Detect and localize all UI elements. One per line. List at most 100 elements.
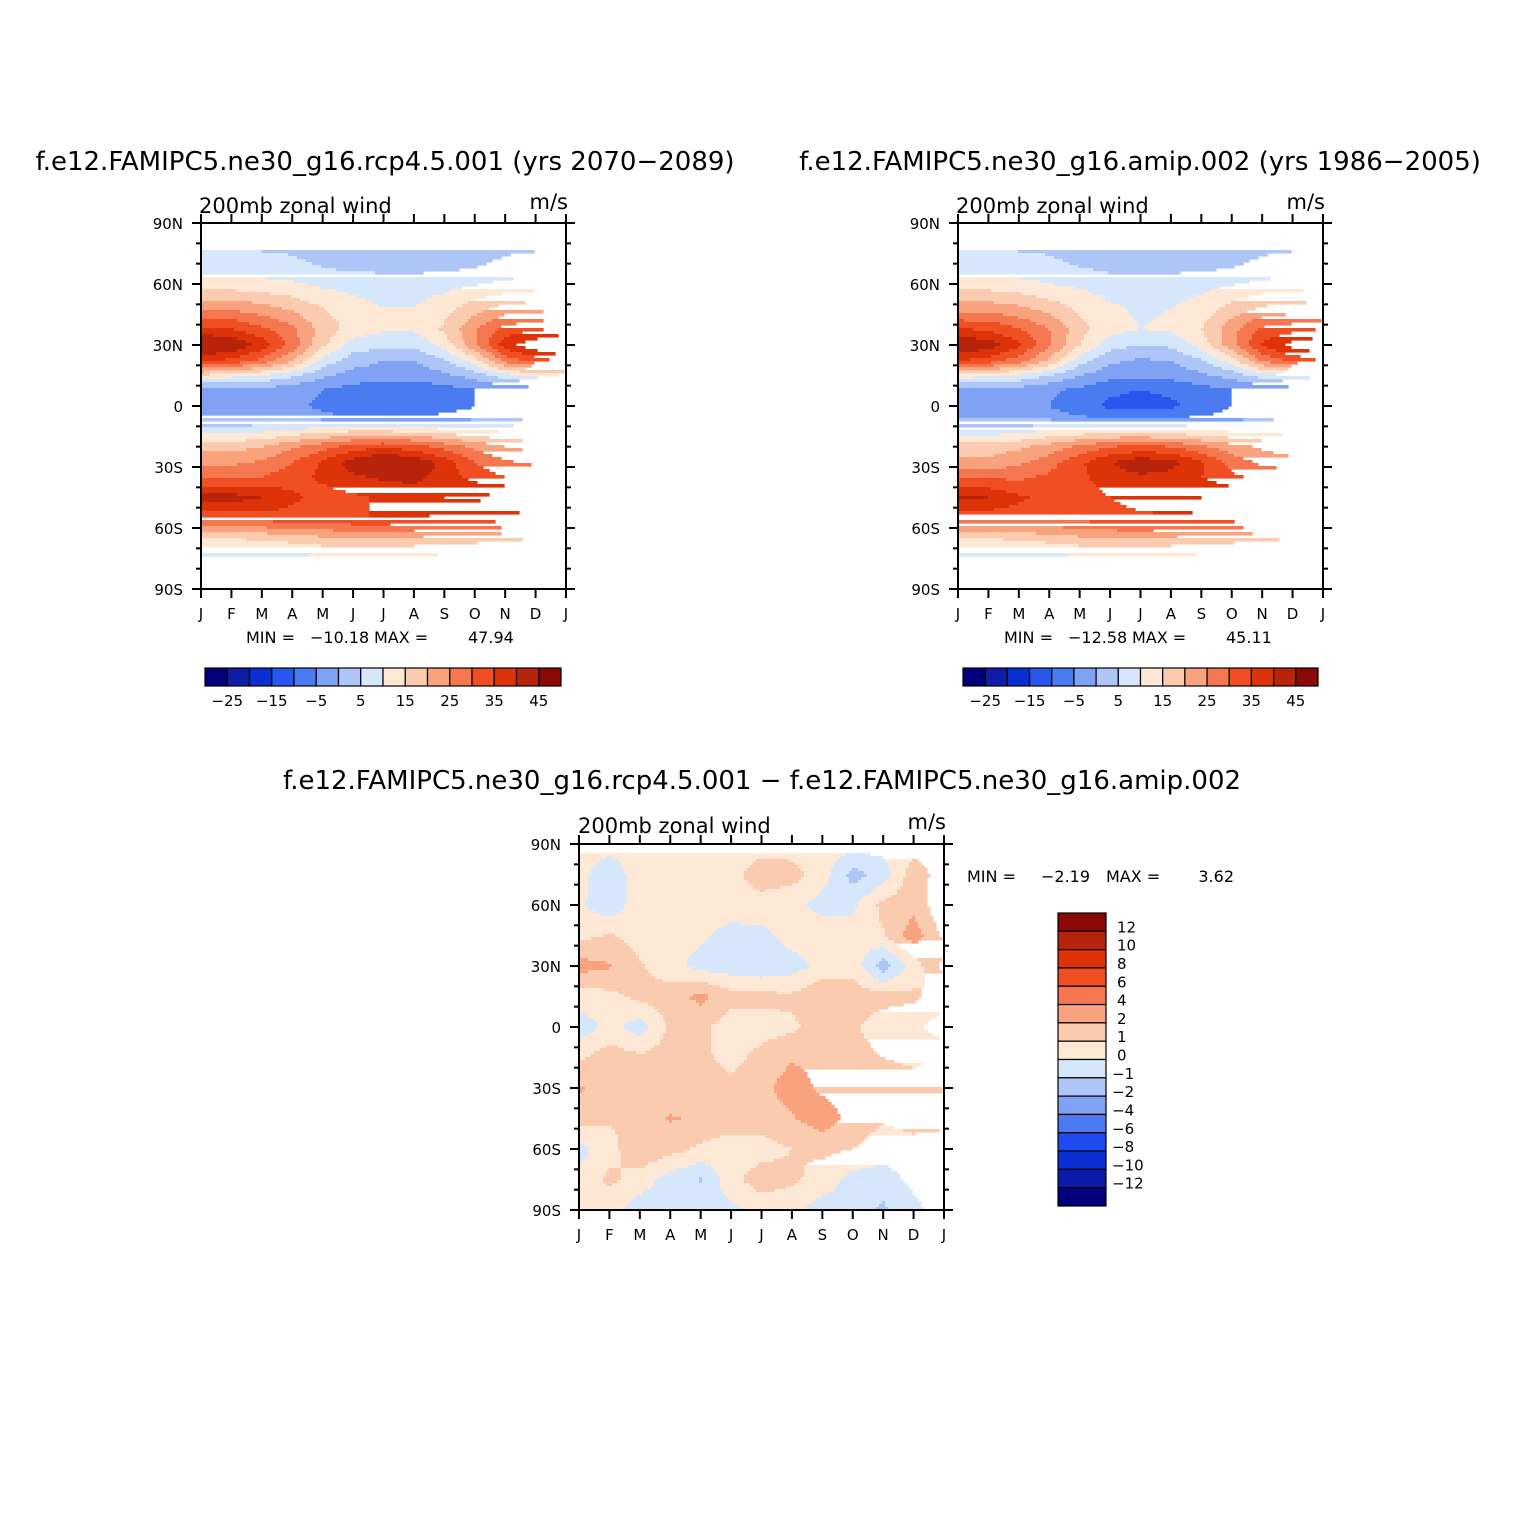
field-cell bbox=[1051, 334, 1067, 338]
field-cell bbox=[318, 463, 343, 467]
field-cell bbox=[891, 952, 910, 956]
field-cell bbox=[333, 412, 439, 416]
field-cell bbox=[465, 376, 499, 380]
field-cell bbox=[372, 454, 400, 458]
colorbar-label: −12 bbox=[1112, 1175, 1144, 1193]
field-cell bbox=[465, 340, 478, 344]
field-cell bbox=[1222, 343, 1238, 347]
field-cell bbox=[1213, 364, 1235, 368]
field-cell bbox=[1183, 442, 1229, 446]
field-cell bbox=[1258, 367, 1289, 371]
field-cell bbox=[426, 352, 451, 356]
field-cell bbox=[492, 352, 502, 356]
field-cell bbox=[1204, 292, 1262, 296]
field-cell bbox=[849, 880, 859, 884]
field-cell bbox=[696, 949, 793, 953]
field-cell bbox=[270, 304, 319, 308]
field-cell bbox=[273, 520, 496, 524]
field-cell bbox=[639, 958, 688, 962]
field-cell bbox=[1204, 472, 1235, 476]
field-cell bbox=[315, 478, 379, 482]
colorbar-swatch bbox=[1057, 1132, 1107, 1152]
field-cell bbox=[699, 1180, 703, 1184]
field-cell bbox=[243, 499, 301, 503]
field-cell bbox=[1039, 280, 1250, 284]
field-cell bbox=[1210, 343, 1223, 347]
x-tick-label: J bbox=[728, 1226, 733, 1244]
field-cell bbox=[579, 1159, 583, 1163]
field-cell bbox=[1177, 349, 1205, 353]
x-tick-label: A bbox=[1166, 605, 1177, 623]
field-cell bbox=[756, 1165, 805, 1169]
field-cell bbox=[597, 1027, 625, 1031]
field-cell bbox=[879, 901, 928, 905]
field-cell bbox=[1021, 328, 1049, 332]
field-cell bbox=[312, 340, 331, 344]
field-cell bbox=[201, 442, 280, 446]
field-cell bbox=[885, 958, 901, 962]
panel-difference: f.e12.FAMIPC5.ne30_g16.rcp4.5.001 − f.e1… bbox=[283, 766, 1241, 1244]
y-tick-label: 0 bbox=[551, 1019, 561, 1037]
field-cell bbox=[321, 442, 382, 446]
field-cell bbox=[633, 949, 697, 953]
field-cell bbox=[861, 1027, 925, 1031]
field-cell bbox=[921, 931, 940, 935]
colorbar-swatch bbox=[471, 667, 495, 687]
field-cell bbox=[864, 1036, 940, 1040]
field-cell bbox=[958, 256, 1055, 260]
field-cell bbox=[597, 1021, 628, 1025]
field-cell bbox=[786, 1186, 838, 1190]
field-cell bbox=[792, 991, 922, 995]
field-cell bbox=[801, 1177, 844, 1181]
field-cell bbox=[888, 967, 907, 971]
field-cell bbox=[1030, 358, 1049, 362]
field-cell bbox=[915, 919, 934, 923]
field-cell bbox=[795, 1015, 871, 1019]
field-cell bbox=[753, 862, 796, 866]
field-cell bbox=[402, 481, 418, 485]
field-cell bbox=[1234, 370, 1256, 374]
field-cell bbox=[768, 1039, 868, 1043]
field-cell bbox=[1228, 451, 1274, 455]
field-cell bbox=[738, 1204, 808, 1208]
field-cell bbox=[579, 1075, 781, 1079]
field-cell bbox=[1045, 349, 1061, 353]
field-cell bbox=[753, 1186, 787, 1190]
field-cell bbox=[1021, 277, 1271, 281]
field-cell bbox=[912, 859, 919, 863]
field-cell bbox=[1099, 343, 1193, 347]
field-cell bbox=[876, 1165, 889, 1169]
field-cell bbox=[201, 349, 238, 353]
field-cell bbox=[756, 1189, 775, 1193]
field-cell bbox=[1177, 304, 1226, 308]
field-cell bbox=[639, 1000, 697, 1004]
field-cell bbox=[885, 928, 907, 932]
field-cell bbox=[1045, 436, 1121, 440]
field-cell bbox=[264, 355, 283, 359]
field-cell bbox=[315, 370, 346, 374]
field-cell bbox=[885, 931, 904, 935]
field-cell bbox=[750, 1183, 796, 1187]
field-cell bbox=[615, 1129, 820, 1133]
field-cell bbox=[780, 1009, 880, 1013]
field-cell bbox=[855, 907, 880, 911]
field-cell bbox=[1111, 496, 1202, 500]
field-cell bbox=[381, 331, 415, 335]
field-cell bbox=[1093, 358, 1136, 362]
contour-field bbox=[958, 250, 1322, 557]
field-cell bbox=[801, 1066, 913, 1070]
field-cell bbox=[303, 496, 370, 500]
field-cell bbox=[903, 877, 928, 881]
field-cell bbox=[579, 1096, 778, 1100]
field-cell bbox=[1078, 544, 1172, 548]
field-cell bbox=[690, 1147, 793, 1151]
field-cell bbox=[1048, 346, 1064, 350]
field-cell bbox=[579, 940, 625, 944]
colorbar-swatch bbox=[1139, 667, 1164, 687]
field-cell bbox=[1087, 451, 1133, 455]
y-tick-label: 30S bbox=[532, 1080, 561, 1098]
field-cell bbox=[201, 295, 292, 299]
field-cell bbox=[1102, 295, 1196, 299]
field-cell bbox=[729, 922, 742, 926]
field-cell bbox=[621, 937, 709, 941]
